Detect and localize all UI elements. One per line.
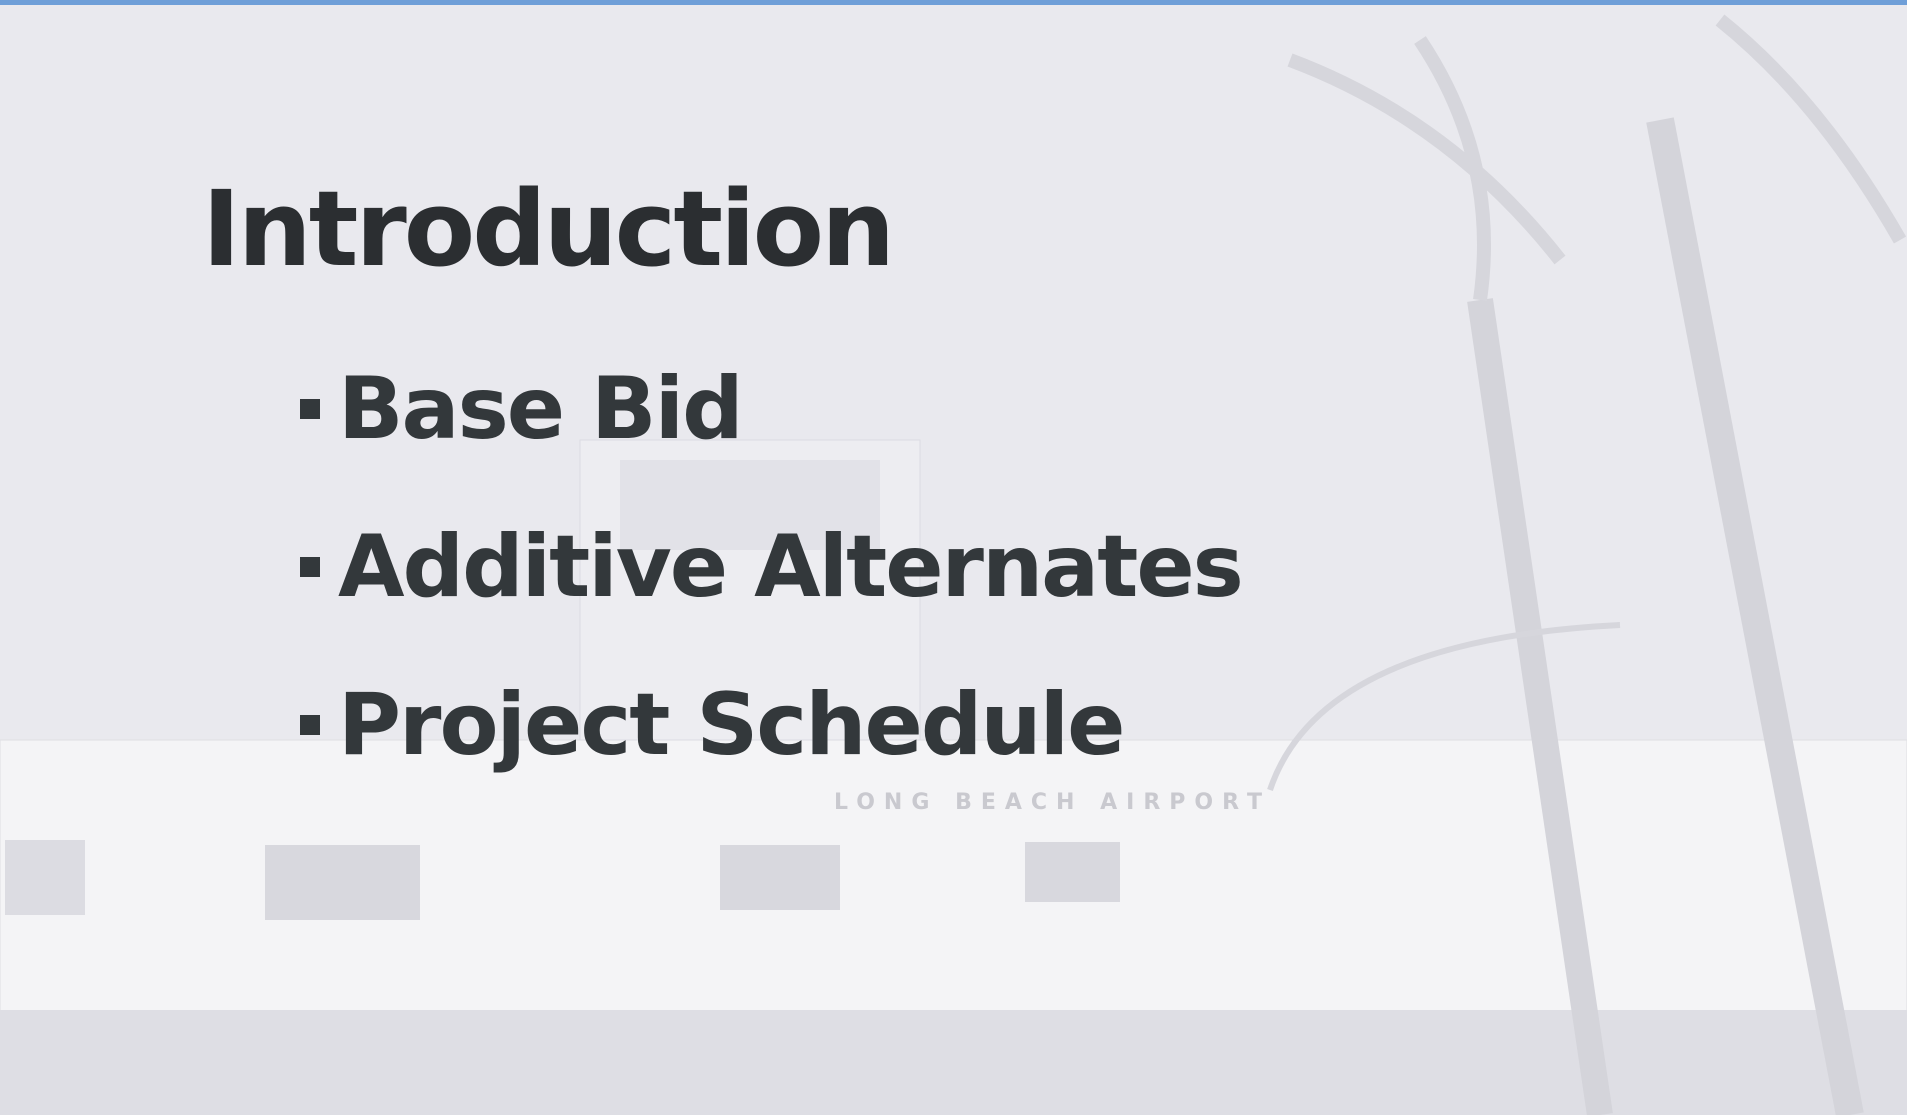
bullet-marker: [300, 715, 320, 735]
bullet-marker: [300, 557, 320, 577]
bullet-list: Base Bid Additive Alternates Project Sch…: [300, 330, 1242, 804]
bullet-marker: [300, 399, 320, 419]
slide: LONG BEACH AIRPORT Introduction Base Bid…: [0, 0, 1907, 1115]
bullet-text: Base Bid: [338, 349, 742, 469]
bullet-item: Base Bid: [300, 330, 1242, 488]
bullet-item: Additive Alternates: [300, 488, 1242, 646]
slide-title: Introduction: [202, 168, 892, 290]
bullet-item: Project Schedule: [300, 646, 1242, 804]
bullet-text: Project Schedule: [338, 665, 1123, 785]
bullet-text: Additive Alternates: [338, 507, 1242, 627]
top-bar: [0, 0, 1907, 5]
